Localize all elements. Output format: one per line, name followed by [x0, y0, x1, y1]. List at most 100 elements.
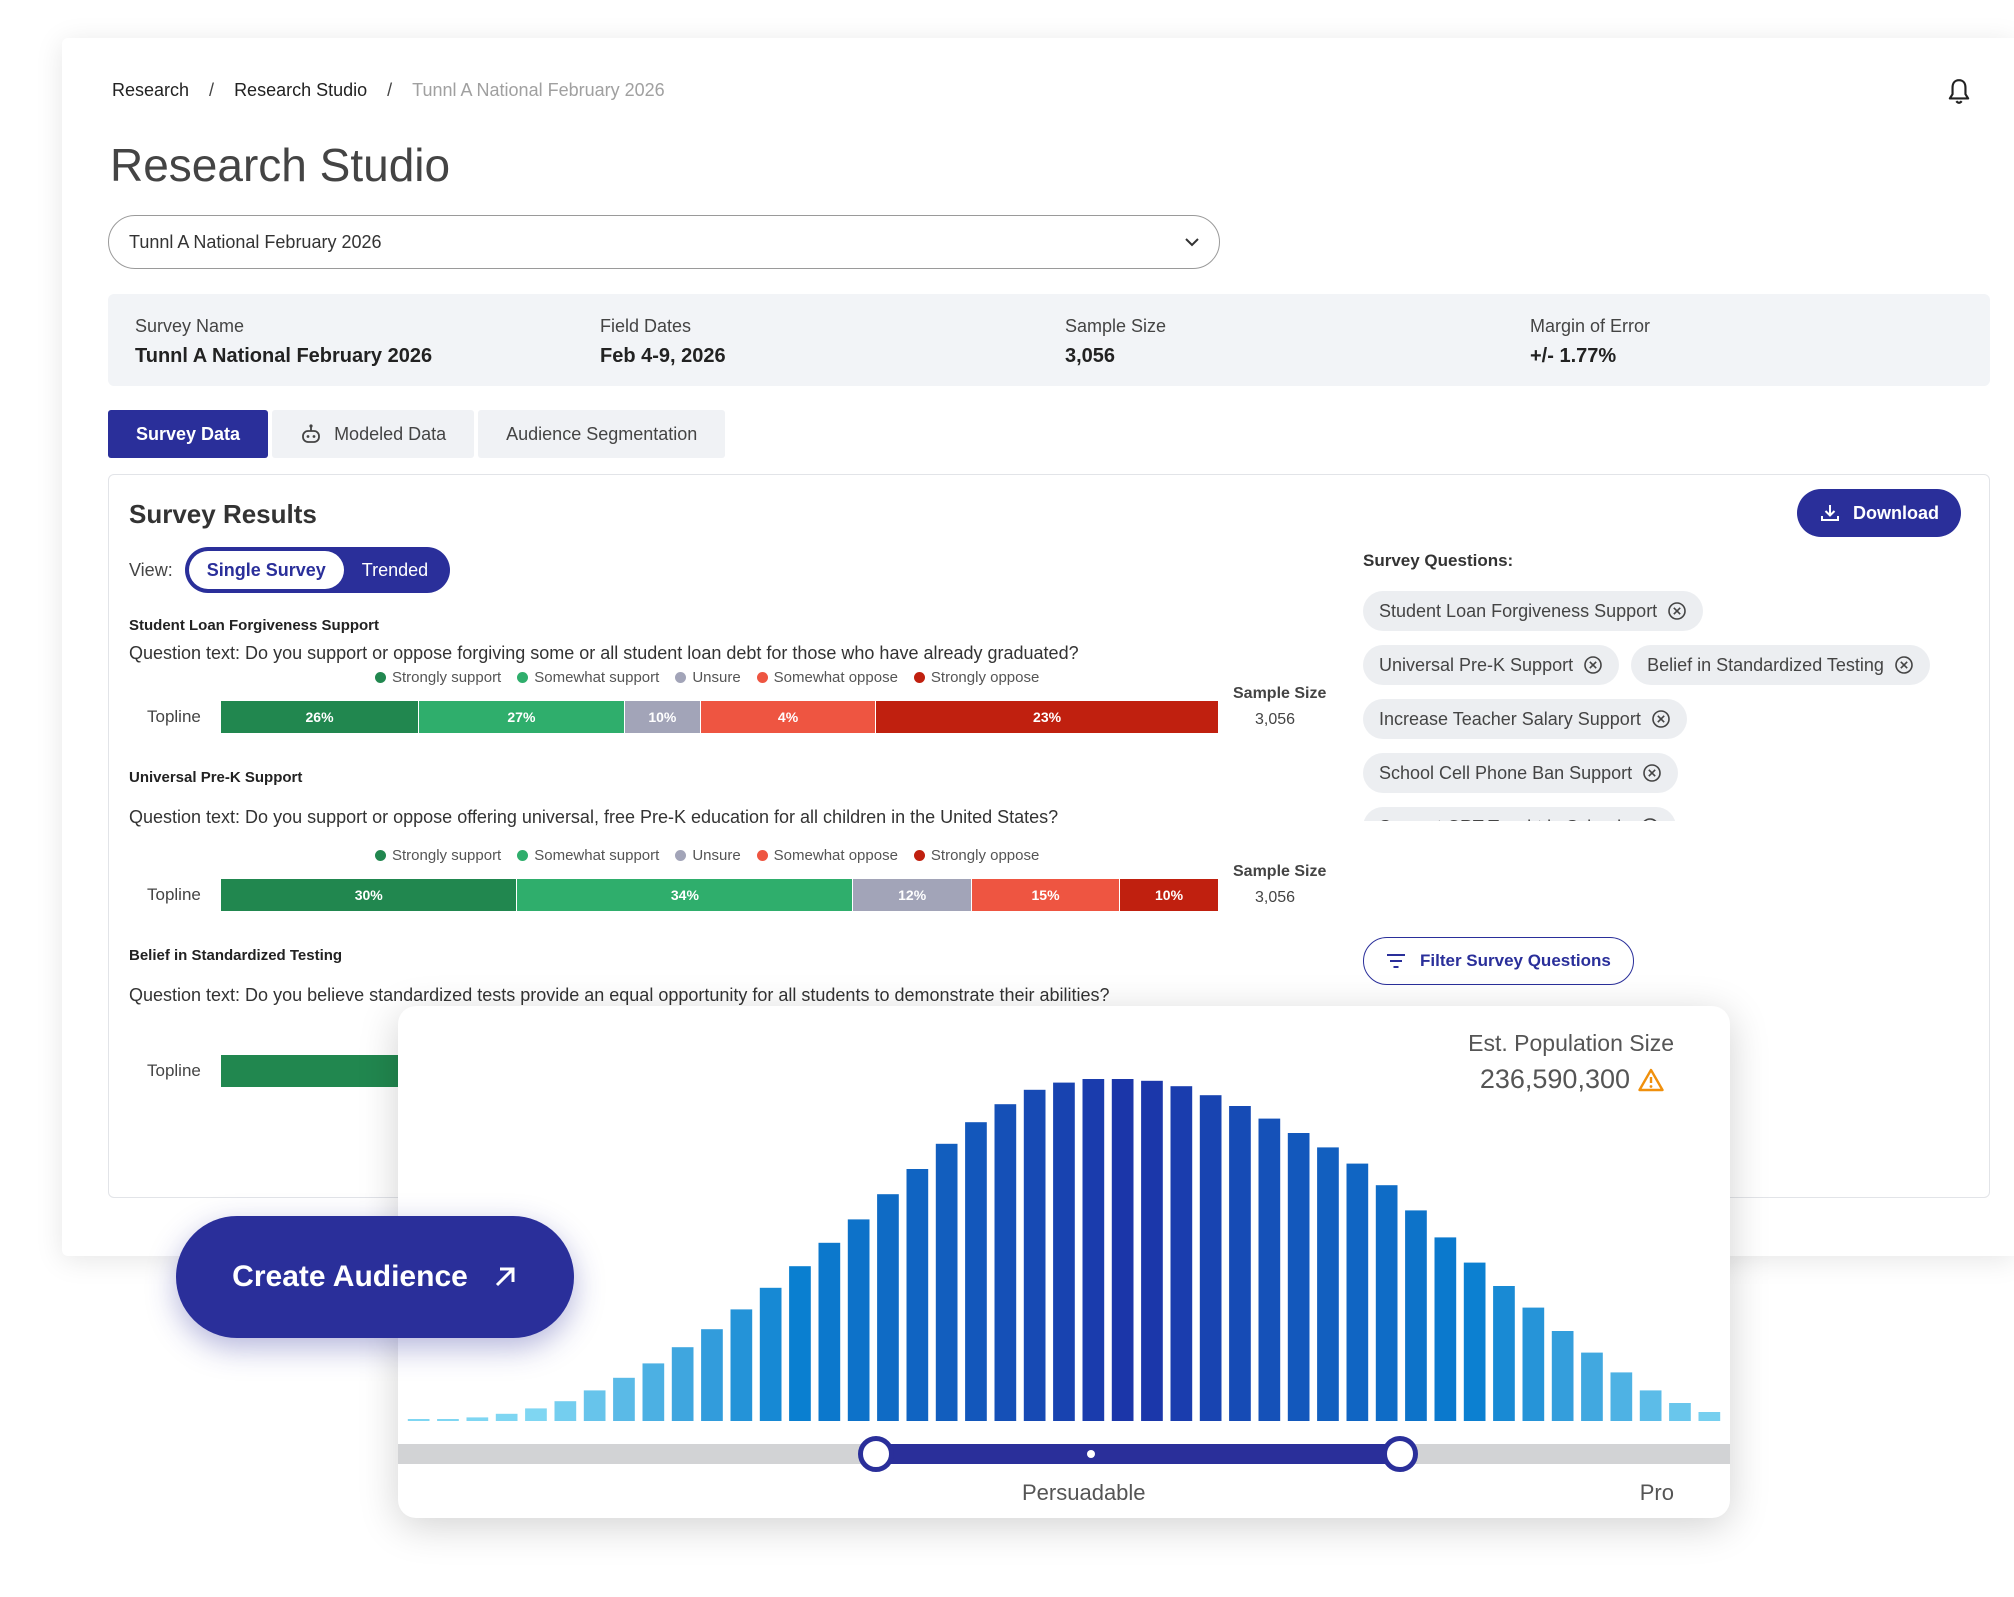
filter-label: Filter Survey Questions: [1420, 951, 1611, 970]
distribution-bar: [759, 1287, 782, 1421]
sample-size-label: Sample Size: [1233, 685, 1327, 702]
distribution-bar: [1023, 1089, 1046, 1421]
question-chip[interactable]: School Cell Phone Ban Support: [1363, 753, 1679, 793]
view-option-trended[interactable]: Trended: [361, 559, 429, 580]
question-title: Student Loan Forgiveness Support: [129, 617, 380, 634]
sample-size-value: 3,056: [1255, 889, 1296, 906]
remove-chip-icon[interactable]: [1894, 655, 1914, 675]
legend-swatch: [517, 850, 529, 861]
question-chip[interactable]: Student Loan Forgiveness Support: [1363, 591, 1704, 631]
legend: Strongly support Somewhat support Unsure…: [375, 669, 1039, 686]
legend-item: Unsure: [675, 669, 741, 686]
remove-chip-icon[interactable]: [1651, 709, 1671, 729]
survey-select[interactable]: Tunnl A National February 2026: [108, 215, 1220, 269]
breadcrumb-research[interactable]: Research: [112, 80, 190, 100]
tab-survey-data[interactable]: Survey Data: [108, 410, 269, 458]
bar-segment: 27%: [419, 701, 625, 733]
survey-questions-title: Survey Questions:: [1363, 551, 1514, 570]
create-audience-label: Create Audience: [232, 1260, 468, 1293]
breadcrumb-current: Tunnl A National February 2026: [412, 80, 665, 100]
population-label: Est. Population Size: [1468, 1030, 1674, 1056]
info-value: Feb 4-9, 2026: [600, 345, 726, 367]
survey-select-value: Tunnl A National February 2026: [129, 231, 382, 252]
distribution-bar: [437, 1419, 459, 1421]
distribution-bar: [965, 1122, 987, 1421]
remove-chip-icon[interactable]: [1640, 817, 1660, 821]
axis-label-pro: Pro: [1639, 1480, 1674, 1505]
slider-handle-high[interactable]: [1382, 1436, 1418, 1472]
chip-label: School Cell Phone Ban Support: [1379, 762, 1633, 783]
remove-chip-icon[interactable]: [1583, 655, 1603, 675]
question-chip[interactable]: Universal Pre-K Support: [1363, 645, 1620, 685]
remove-chip-icon[interactable]: [1642, 763, 1662, 783]
breadcrumb-separator: /: [209, 80, 215, 100]
tab-bar: Survey Data Modeled Data Audience Segmen…: [108, 410, 726, 458]
question-title: Belief in Standardized Testing: [129, 947, 343, 964]
distribution-bar: [1581, 1352, 1603, 1421]
distribution-bar: [466, 1417, 489, 1421]
create-audience-button[interactable]: Create Audience: [176, 1216, 574, 1338]
distribution-bar: [994, 1104, 1017, 1421]
distribution-bar: [1522, 1307, 1545, 1421]
distribution-bar: [1405, 1210, 1427, 1421]
distribution-bar: [1610, 1372, 1633, 1421]
breadcrumb-separator: /: [387, 80, 393, 100]
distribution-bar: [1199, 1095, 1222, 1421]
slider-handle-low[interactable]: [858, 1436, 894, 1472]
question-text: Question text: Do you believe standardiz…: [129, 985, 1110, 1005]
legend-label: Somewhat oppose: [773, 847, 898, 864]
bar-segment: 26%: [221, 701, 420, 733]
legend-label: Somewhat support: [534, 669, 660, 686]
remove-chip-icon[interactable]: [1667, 601, 1687, 621]
legend-label: Somewhat oppose: [773, 669, 898, 686]
legend-item: Somewhat support: [517, 669, 659, 686]
download-button[interactable]: Download: [1797, 489, 1961, 537]
legend-swatch: [756, 672, 768, 683]
legend-label: Strongly oppose: [930, 669, 1040, 686]
distribution-bar: [1053, 1082, 1075, 1421]
chip-row: Increase Teacher Salary Support: [1363, 699, 1963, 739]
survey-info-panel: Survey Name Tunnl A National February 20…: [108, 294, 1990, 386]
tab-modeled-data[interactable]: Modeled Data: [272, 410, 475, 458]
breadcrumb: Research / Research Studio / Tunnl A Nat…: [112, 80, 665, 101]
warning-icon[interactable]: [1638, 1068, 1664, 1092]
distribution-bar: [525, 1408, 547, 1421]
legend-swatch: [517, 672, 529, 683]
legend-item: Strongly support: [375, 847, 501, 864]
bar-segment: 34%: [517, 879, 854, 911]
slider-range[interactable]: [876, 1444, 1400, 1464]
axis-label-persuadable: Persuadable: [1022, 1480, 1146, 1505]
view-option-single-survey[interactable]: Single Survey: [188, 551, 344, 589]
question-chip[interactable]: Support CRT Taught in Schools: [1363, 807, 1677, 821]
distribution-bar: [701, 1329, 723, 1421]
question-chip[interactable]: Belief in Standardized Testing: [1631, 645, 1930, 685]
view-label: View:: [129, 559, 173, 580]
legend-item: Strongly oppose: [913, 847, 1039, 864]
arrow-up-right-icon: [495, 1267, 515, 1287]
legend-swatch: [675, 850, 687, 861]
info-sample-size: Sample Size 3,056: [1065, 316, 1166, 368]
survey-question-chips: Student Loan Forgiveness Support Universa…: [1363, 591, 1963, 821]
population-value-row: 236,590,300: [1480, 1064, 1664, 1095]
distribution-bar: [1375, 1185, 1398, 1421]
distribution-bar: [1551, 1331, 1574, 1421]
bar-segment: 10%: [624, 701, 701, 733]
bell-icon[interactable]: [1946, 78, 1972, 106]
tab-label: Audience Segmentation: [506, 423, 698, 444]
info-survey-name: Survey Name Tunnl A National February 20…: [135, 316, 432, 368]
view-toggle: Single Survey Trended: [184, 547, 451, 593]
distribution-bar: [847, 1219, 870, 1421]
distribution-chart: [407, 1079, 1721, 1421]
legend-item: Somewhat support: [517, 847, 659, 864]
tab-audience-segmentation[interactable]: Audience Segmentation: [478, 410, 726, 458]
breadcrumb-research-studio[interactable]: Research Studio: [234, 80, 368, 100]
question-chip[interactable]: Increase Teacher Salary Support: [1363, 699, 1687, 739]
tab-label: Survey Data: [136, 423, 241, 444]
distribution-bar: [1287, 1133, 1310, 1421]
info-value: Tunnl A National February 2026: [135, 345, 433, 367]
sample-size-label: Sample Size: [1233, 863, 1327, 880]
bar-segment: 4%: [700, 701, 877, 733]
filter-survey-questions-button[interactable]: Filter Survey Questions: [1363, 937, 1634, 985]
legend-item: Somewhat oppose: [756, 669, 898, 686]
legend-swatch: [375, 850, 386, 861]
